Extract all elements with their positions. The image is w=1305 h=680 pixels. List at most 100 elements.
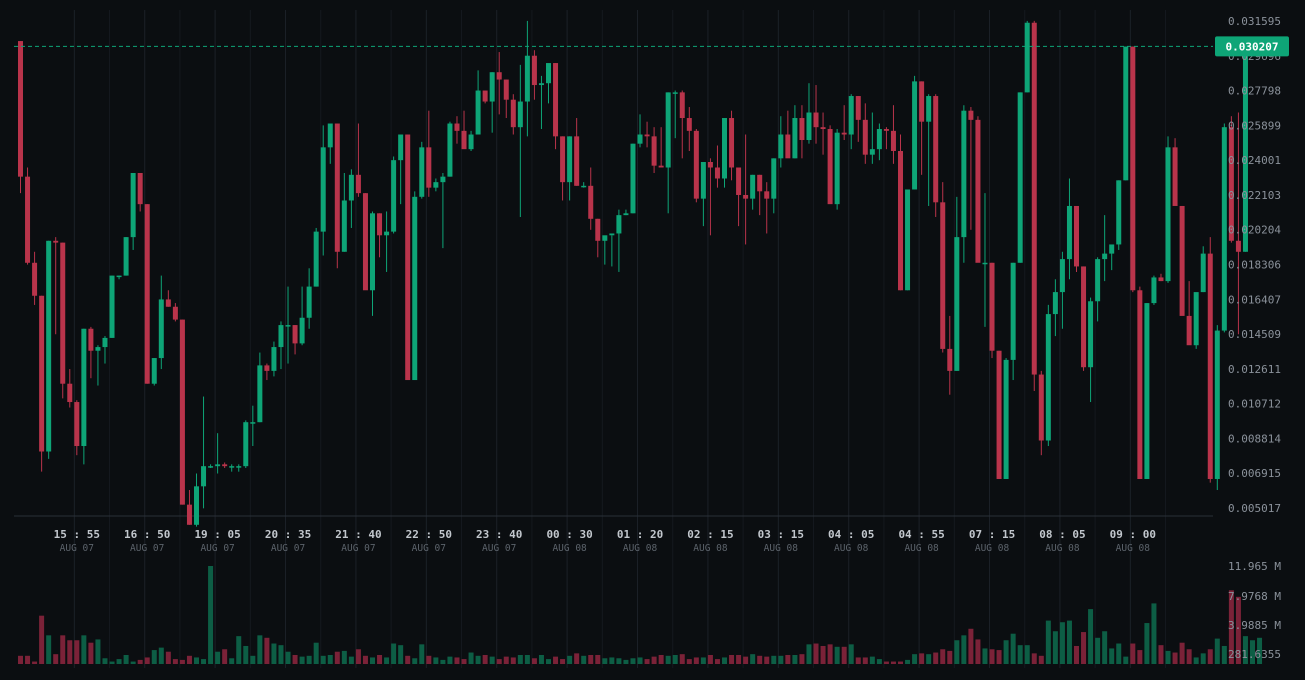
current-price-badge-bg	[1215, 36, 1289, 57]
volume-bar	[644, 659, 650, 664]
candle-body	[947, 348, 953, 371]
volume-bar	[158, 647, 164, 664]
volume-bar	[855, 657, 861, 664]
candle-body	[384, 231, 390, 236]
volume-bar	[1031, 653, 1037, 664]
candle-body	[1186, 315, 1192, 346]
candle-body	[679, 92, 685, 119]
volume-bar	[53, 654, 59, 664]
candle-body	[1003, 359, 1009, 479]
volume-bar	[95, 639, 101, 664]
volume-bar	[912, 654, 918, 664]
volume-bar	[1024, 645, 1030, 664]
volume-bar	[1235, 596, 1241, 664]
volume-bar	[1038, 655, 1044, 664]
candle-series	[18, 20, 1248, 527]
volume-bar	[1214, 638, 1220, 664]
volume-bar	[186, 655, 192, 664]
candle-body	[1130, 46, 1136, 291]
volume-bar	[722, 657, 727, 664]
volume-bar	[820, 645, 826, 664]
candle-body	[714, 167, 720, 179]
candle-body	[827, 129, 833, 205]
volume-bar	[1172, 652, 1178, 664]
candle-body	[926, 96, 932, 122]
volume-bar	[370, 657, 375, 664]
candle-body	[644, 134, 650, 137]
candle-body	[1144, 303, 1150, 479]
candle-body	[88, 328, 94, 351]
volume-bar	[806, 644, 812, 664]
volume-bar	[898, 661, 903, 664]
current-price-badge: 0.030207	[1215, 36, 1289, 57]
candle-body	[1137, 290, 1143, 479]
volume-bar	[700, 657, 706, 664]
candle-body	[165, 299, 171, 307]
volume-bar	[989, 649, 995, 664]
time-tick-label: 07 : 15	[969, 528, 1015, 541]
time-tick-label: 04 : 05	[828, 528, 874, 541]
volume-bar	[151, 650, 157, 664]
volume-bar	[531, 658, 537, 664]
candle-body	[264, 365, 270, 371]
candle-body	[18, 41, 23, 177]
price-tick-label: 0.027798	[1228, 85, 1281, 98]
time-tick-label: 22 : 50	[406, 528, 452, 541]
candle-body	[848, 96, 854, 135]
volume-bar	[1017, 645, 1023, 664]
volume-bar	[799, 654, 805, 664]
candle-body	[313, 231, 319, 287]
candle-body	[95, 347, 101, 351]
price-tick-label: 0.006915	[1228, 467, 1281, 480]
candle-body	[813, 112, 819, 128]
volume-bar	[32, 661, 38, 664]
volume-bar	[433, 657, 439, 664]
candle-body	[1031, 22, 1037, 375]
volume-bar	[348, 656, 354, 664]
candle-body	[398, 134, 404, 161]
volume-bar	[102, 658, 108, 664]
candle-body	[722, 118, 727, 179]
volume-bar	[362, 655, 368, 664]
candle-body	[609, 233, 615, 236]
candle-body	[961, 110, 967, 238]
volume-tick-label: 281.6355	[1228, 648, 1281, 661]
volume-bar	[489, 656, 495, 664]
volume-bar	[954, 640, 960, 664]
candle-body	[355, 174, 361, 194]
candle-body	[412, 196, 418, 381]
candle-body	[940, 202, 946, 349]
volume-bar	[982, 648, 988, 664]
candle-body	[1045, 314, 1051, 441]
volume-bar	[919, 653, 925, 664]
volume-bar	[1116, 643, 1122, 664]
volume-bar	[1151, 603, 1157, 664]
time-tick-label: 23 : 40	[476, 528, 522, 541]
candle-body	[222, 464, 228, 467]
volume-bar	[208, 566, 214, 664]
candle-body	[954, 237, 960, 371]
candle-body	[1207, 253, 1213, 479]
candle-body	[855, 96, 861, 120]
candle-body	[912, 81, 918, 190]
candle-body	[546, 63, 551, 84]
volume-bar	[377, 654, 383, 664]
candle-body	[898, 151, 903, 291]
date-tick-label: AUG 08	[834, 543, 869, 554]
date-tick-label: AUG 07	[130, 543, 164, 554]
candle-body	[144, 204, 150, 384]
volume-bar	[130, 661, 136, 664]
volume-axis: 11.965 M 7.9768 M 3.9885 M 281.6355	[1228, 560, 1281, 661]
date-tick-label: AUG 08	[975, 543, 1010, 554]
volume-bar	[623, 659, 629, 664]
volume-bar	[503, 656, 509, 664]
volume-bar	[1186, 649, 1192, 664]
volume-bar	[940, 649, 946, 664]
volume-bar	[222, 649, 228, 664]
candle-body	[1165, 147, 1171, 282]
volume-bar	[1066, 620, 1072, 664]
date-tick-label: AUG 08	[693, 543, 728, 554]
candle-body	[1214, 330, 1220, 479]
volume-bar	[968, 628, 974, 664]
